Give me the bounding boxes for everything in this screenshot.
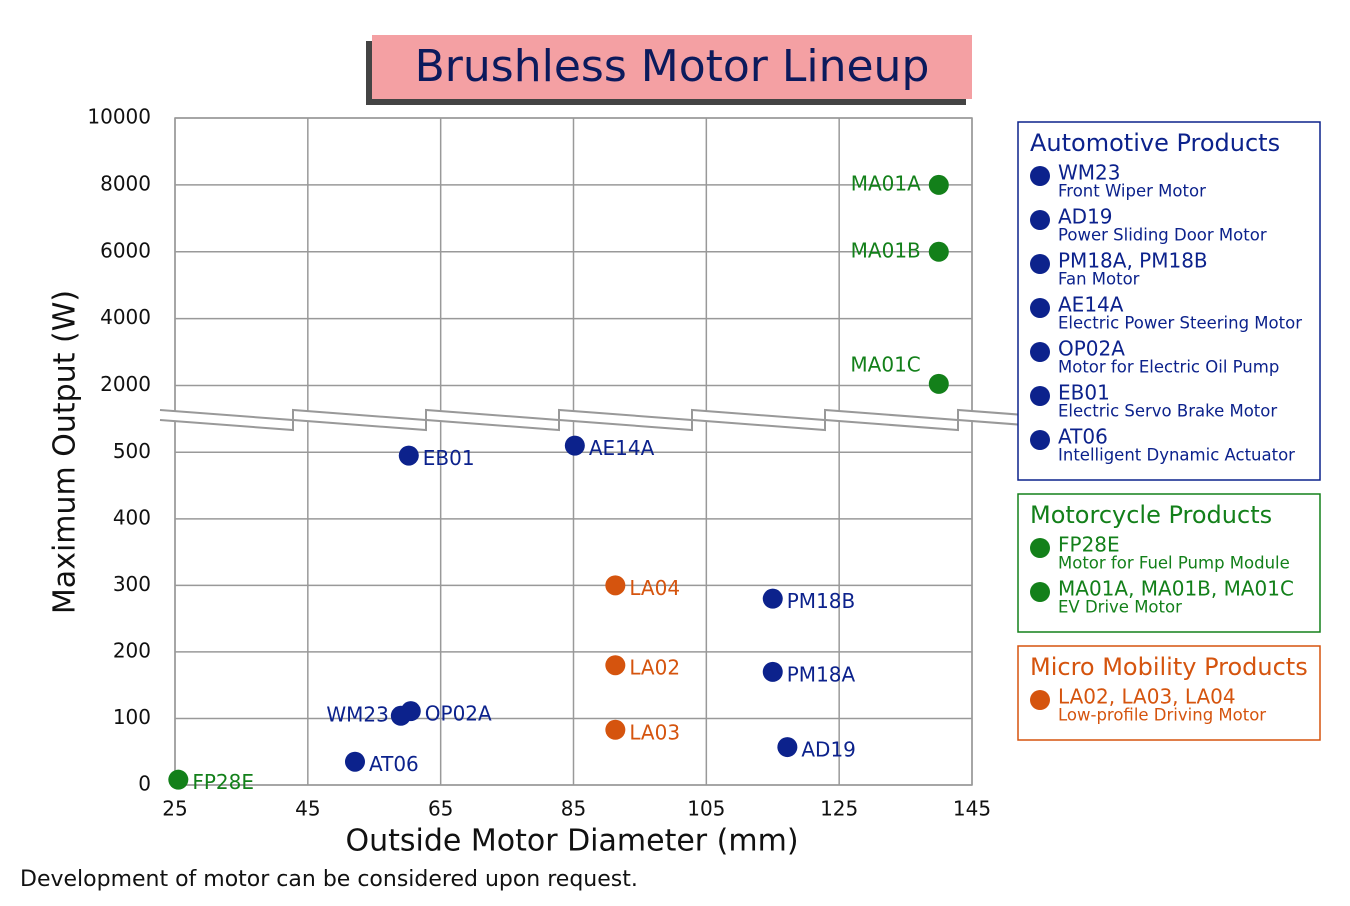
legend-item-name: FP28E: [1058, 533, 1120, 557]
legend-title: Motorcycle Products: [1030, 501, 1272, 529]
point-label: PM18B: [787, 589, 856, 613]
y-tick-label: 400: [113, 505, 151, 529]
y-tick-label: 10000: [87, 105, 151, 129]
legend-item-description: Front Wiper Motor: [1058, 182, 1206, 201]
legend-item-description: Electric Power Steering Motor: [1058, 314, 1302, 333]
point-label: PM18A: [787, 662, 856, 686]
y-tick-label: 6000: [100, 238, 151, 262]
x-tick-label: 65: [428, 797, 453, 821]
legend-item-description: Low-profile Driving Motor: [1058, 706, 1266, 725]
x-tick-label: 45: [295, 797, 320, 821]
legend-item-name: PM18A, PM18B: [1058, 249, 1208, 273]
legend-item-description: Intelligent Dynamic Actuator: [1058, 446, 1295, 465]
y-tick-label: 2000: [100, 372, 151, 396]
axis-break-line: [159, 408, 1092, 422]
legend-marker: [1030, 386, 1050, 406]
y-tick-label: 200: [113, 638, 151, 662]
point-label: MA01B: [851, 238, 921, 262]
legend-box: [1017, 645, 1321, 741]
y-tick-label: 8000: [100, 171, 151, 195]
legend-item-description: Motor for Electric Oil Pump: [1058, 358, 1279, 377]
footnote: Development of motor can be considered u…: [20, 867, 638, 892]
legend-marker: [1030, 166, 1050, 186]
point: [777, 737, 798, 758]
point: [762, 661, 783, 682]
legend-item-name: EB01: [1058, 381, 1110, 405]
legend-item-description: Fan Motor: [1058, 270, 1140, 289]
legend-box: [1017, 493, 1321, 633]
point-label: MA01C: [850, 352, 920, 376]
y-axis-label: Maximum Output (W): [48, 290, 83, 614]
chart-title: Brushless Motor Lineup: [415, 41, 930, 92]
point: [762, 588, 783, 609]
legend-marker: [1030, 254, 1050, 274]
point-label: OP02A: [425, 702, 492, 726]
point: [605, 575, 626, 596]
point-label: FP28E: [192, 770, 254, 794]
legend-marker: [1030, 430, 1050, 450]
point-label: LA04: [629, 576, 680, 600]
y-tick-label: 300: [113, 572, 151, 596]
title-box: [372, 35, 972, 99]
point: [605, 655, 626, 676]
legend-item-name: AT06: [1058, 425, 1108, 449]
point-label: AT06: [369, 752, 419, 776]
point-label: AE14A: [589, 436, 655, 460]
x-tick-label: 25: [162, 797, 187, 821]
legend-marker: [1030, 342, 1050, 362]
y-tick-label: 4000: [100, 305, 151, 329]
point-label: AD19: [801, 738, 856, 762]
point-label: MA01A: [851, 171, 921, 195]
point: [344, 751, 365, 772]
point: [928, 174, 949, 195]
point: [168, 769, 189, 790]
legend-marker: [1030, 690, 1050, 710]
legend-item-name: AE14A: [1058, 293, 1124, 317]
axis-break: [160, 410, 1091, 430]
x-axis-label: Outside Motor Diameter (mm): [345, 824, 798, 859]
legend-box: [1017, 121, 1321, 481]
y-tick-label: 0: [138, 772, 151, 796]
point: [564, 435, 585, 456]
point: [605, 719, 626, 740]
x-tick-label: 145: [953, 797, 991, 821]
legend-item-description: EV Drive Motor: [1058, 598, 1182, 617]
legend-item-name: LA02, LA03, LA04: [1058, 685, 1236, 709]
point: [928, 373, 949, 394]
axis-break-line: [159, 418, 1092, 432]
point: [400, 701, 421, 722]
legend-marker: [1030, 538, 1050, 558]
legend-item-description: Motor for Fuel Pump Module: [1058, 554, 1290, 573]
legend-item-description: Electric Servo Brake Motor: [1058, 402, 1277, 421]
legend-marker: [1030, 210, 1050, 230]
point-label: LA02: [629, 656, 680, 680]
point-label: WM23: [326, 702, 388, 726]
x-tick-label: 105: [687, 797, 725, 821]
legend-item-name: AD19: [1058, 205, 1113, 229]
y-tick-label: 500: [113, 439, 151, 463]
legend-title: Micro Mobility Products: [1030, 653, 1308, 681]
x-tick-label: 125: [820, 797, 858, 821]
legend-item-description: Power Sliding Door Motor: [1058, 226, 1267, 245]
x-tick-label: 85: [561, 797, 586, 821]
legend-item-name: MA01A, MA01B, MA01C: [1058, 577, 1294, 601]
point: [928, 241, 949, 262]
legend-title: Automotive Products: [1030, 129, 1280, 157]
legend-item-name: OP02A: [1058, 337, 1125, 361]
point: [398, 445, 419, 466]
legend-marker: [1030, 582, 1050, 602]
point-label: EB01: [423, 446, 475, 470]
legend-item-name: WM23: [1058, 161, 1120, 185]
legend-marker: [1030, 298, 1050, 318]
y-tick-label: 100: [113, 705, 151, 729]
point-label: LA03: [629, 720, 680, 744]
